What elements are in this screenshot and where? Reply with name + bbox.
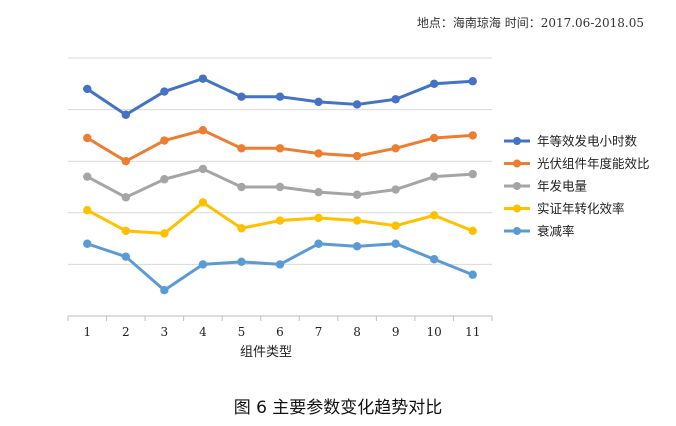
data-point bbox=[429, 79, 439, 89]
data-point bbox=[391, 185, 400, 194]
legend-label: 年发电量 bbox=[537, 179, 587, 194]
x-tick-label: 9 bbox=[392, 325, 400, 339]
data-point bbox=[391, 95, 400, 104]
x-tick-label: 1 bbox=[83, 325, 91, 339]
legend-label: 年等效发电小时数 bbox=[537, 134, 638, 149]
data-point bbox=[83, 84, 92, 94]
x-axis-label: 组件类型 bbox=[240, 345, 292, 360]
data-point bbox=[275, 144, 285, 153]
data-point bbox=[275, 216, 285, 225]
data-point bbox=[352, 190, 362, 199]
data-point bbox=[83, 133, 92, 143]
data-point bbox=[237, 144, 246, 153]
legend-swatch-marker bbox=[513, 204, 521, 213]
legend-swatch-marker bbox=[513, 159, 521, 168]
data-point bbox=[198, 126, 208, 135]
data-point bbox=[314, 213, 323, 223]
data-point bbox=[391, 239, 400, 248]
legend-label: 光伏组件年度能效比 bbox=[537, 156, 650, 171]
data-point bbox=[468, 270, 477, 279]
data-point bbox=[83, 172, 92, 181]
legend-label: 实证年转化效率 bbox=[537, 201, 625, 216]
legend-swatch-marker bbox=[513, 137, 521, 145]
data-point bbox=[121, 226, 131, 236]
data-point bbox=[314, 149, 323, 158]
data-point bbox=[237, 224, 246, 233]
data-point bbox=[237, 92, 246, 101]
data-point bbox=[314, 97, 323, 107]
data-point bbox=[160, 87, 169, 96]
data-point bbox=[468, 77, 477, 86]
x-axis: 1 2 3 4 5 6 7 8 9 10 11 bbox=[67, 315, 493, 339]
data-point bbox=[391, 144, 400, 153]
data-point bbox=[237, 257, 246, 267]
x-tick-label: 4 bbox=[199, 325, 207, 339]
data-point bbox=[160, 229, 169, 238]
data-point bbox=[352, 100, 362, 109]
data-point bbox=[275, 260, 285, 269]
data-point bbox=[429, 172, 439, 181]
data-point bbox=[468, 226, 477, 236]
x-tick-label: 2 bbox=[122, 325, 130, 339]
x-tick-label: 8 bbox=[353, 325, 361, 339]
data-point bbox=[352, 242, 362, 251]
data-point bbox=[160, 175, 169, 184]
data-point bbox=[121, 110, 131, 119]
data-point bbox=[352, 151, 362, 161]
location-time-note: 地点：海南琼海 时间：2017.06-2018.05 bbox=[416, 16, 644, 30]
x-tick-label: 3 bbox=[161, 325, 169, 339]
data-point bbox=[468, 131, 477, 140]
data-point bbox=[198, 260, 208, 269]
data-point bbox=[314, 187, 323, 197]
data-point bbox=[198, 198, 208, 207]
data-point bbox=[160, 286, 169, 295]
data-point bbox=[314, 239, 323, 248]
data-point bbox=[198, 164, 208, 174]
data-point bbox=[429, 211, 439, 220]
x-tick-label: 11 bbox=[465, 325, 480, 339]
x-tick-label: 5 bbox=[238, 325, 246, 339]
data-point bbox=[275, 182, 285, 192]
data-point bbox=[429, 255, 439, 264]
x-tick-label: 6 bbox=[276, 325, 284, 339]
legend-label: 衰减率 bbox=[537, 224, 575, 239]
x-tick-label: 10 bbox=[427, 325, 442, 339]
data-point bbox=[429, 133, 439, 143]
data-point bbox=[391, 221, 400, 230]
data-point bbox=[160, 136, 169, 145]
data-point bbox=[275, 92, 285, 101]
data-point bbox=[352, 216, 362, 225]
data-point bbox=[121, 157, 131, 166]
legend-swatch-marker bbox=[513, 227, 521, 235]
legend-swatch-marker bbox=[513, 182, 521, 190]
data-point bbox=[121, 193, 131, 202]
x-tick-label: 7 bbox=[315, 325, 323, 339]
data-point bbox=[237, 182, 246, 192]
data-point bbox=[83, 206, 92, 215]
data-point bbox=[468, 169, 477, 179]
data-point bbox=[198, 74, 208, 83]
figure-caption: 图 6 主要参数变化趋势对比 bbox=[233, 398, 443, 418]
data-point bbox=[83, 239, 92, 248]
data-point bbox=[121, 252, 131, 261]
series-group bbox=[83, 74, 477, 295]
